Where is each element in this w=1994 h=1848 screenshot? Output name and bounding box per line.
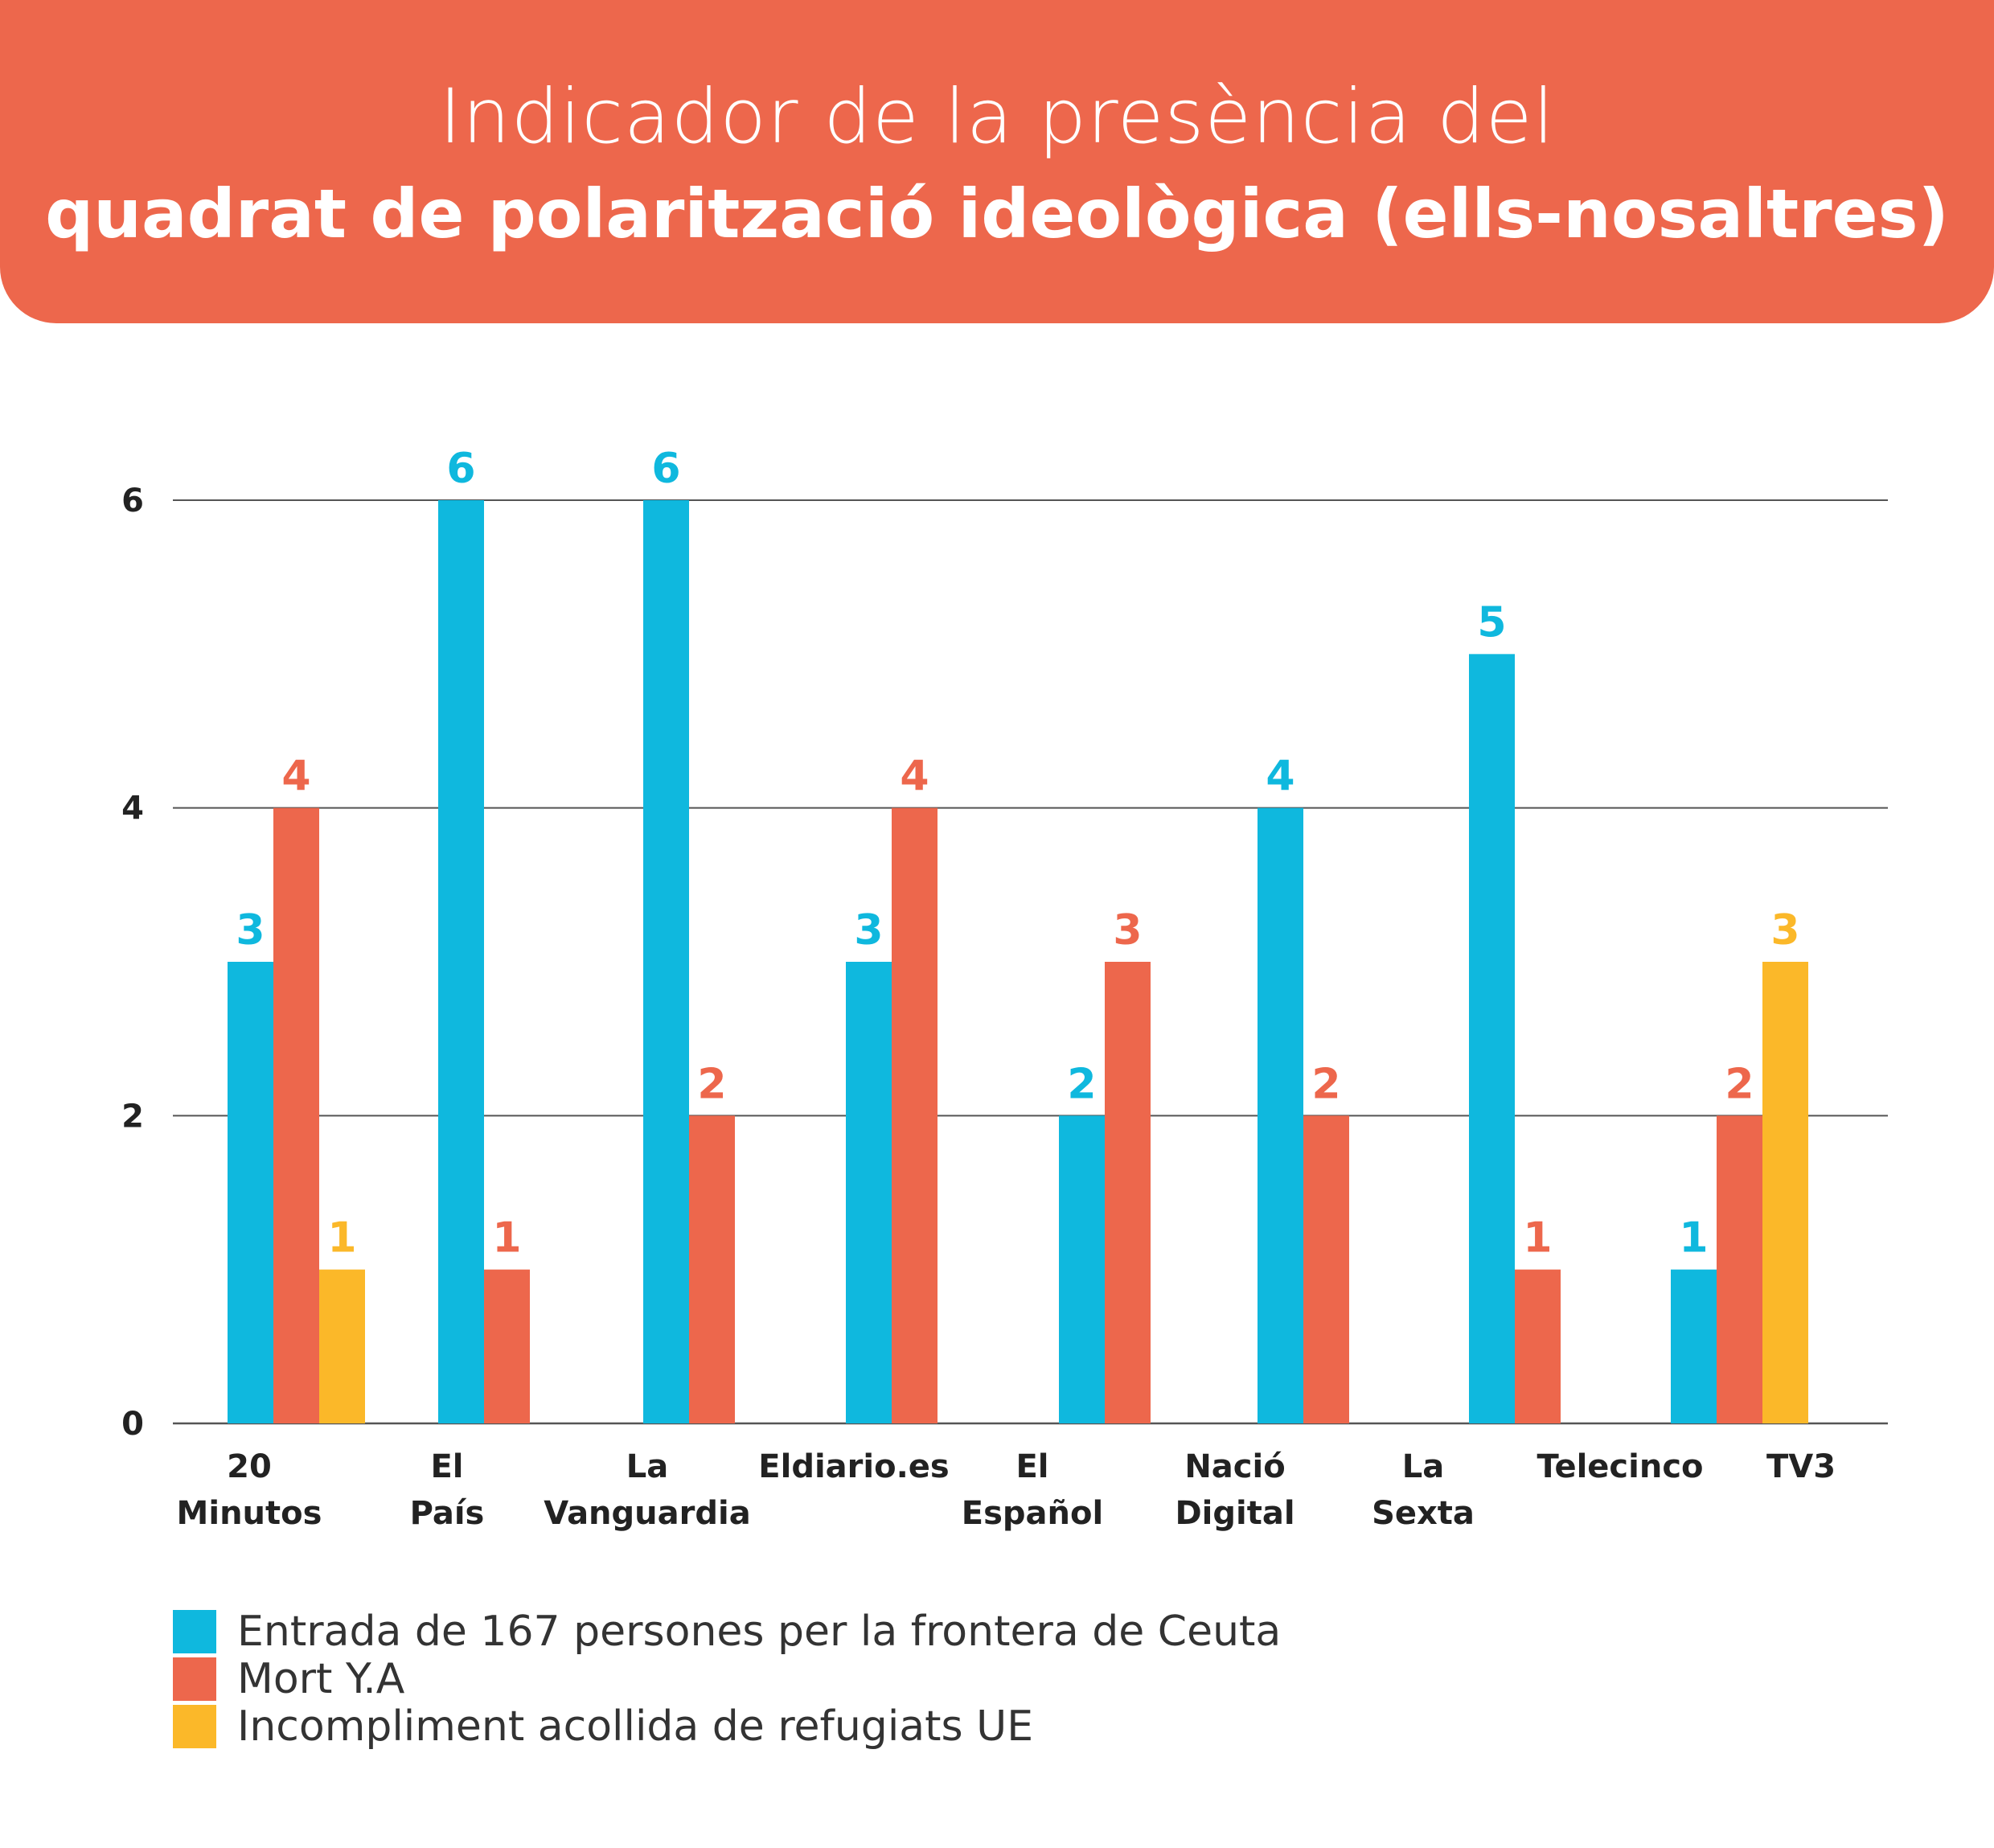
bar <box>1059 1115 1105 1423</box>
data-label: 6 <box>446 445 475 493</box>
data-label: 3 <box>1113 906 1142 955</box>
x-tick-label: Sexta <box>1372 1495 1475 1532</box>
bar <box>1105 962 1151 1423</box>
x-tick-label: El <box>430 1448 463 1485</box>
x-tick-label: La <box>1402 1448 1444 1485</box>
legend-label: Mort Y.A <box>237 1654 405 1703</box>
data-label: 4 <box>1266 753 1294 801</box>
x-tick-label: Eldiario.es <box>758 1448 949 1485</box>
bar <box>689 1115 735 1423</box>
legend-label: Entrada de 167 persones per la frontera … <box>237 1607 1282 1656</box>
bar <box>438 500 484 1423</box>
x-tick-label: 20 <box>227 1448 272 1485</box>
data-label: 3 <box>854 906 883 955</box>
bar <box>1469 654 1515 1423</box>
legend-item-refugiats: Incompliment acollida de refugiats UE <box>173 1702 1281 1751</box>
data-label: 1 <box>492 1214 521 1263</box>
bar <box>228 962 273 1423</box>
data-label: 1 <box>1523 1214 1552 1263</box>
x-tick-label: País <box>410 1495 485 1532</box>
data-label: 2 <box>1311 1060 1340 1108</box>
y-tick-label: 0 <box>121 1406 144 1443</box>
bar <box>1303 1115 1349 1423</box>
bar <box>1515 1269 1561 1423</box>
data-label: 1 <box>1679 1214 1708 1263</box>
x-tick-label: La <box>626 1448 668 1485</box>
bar <box>273 807 319 1423</box>
y-tick-label: 2 <box>121 1098 144 1135</box>
x-tick-label: Digital <box>1175 1495 1294 1532</box>
x-tick-label: Nació <box>1184 1448 1285 1485</box>
bar <box>319 1269 365 1423</box>
data-label: 3 <box>236 906 265 955</box>
bar <box>846 962 892 1423</box>
x-tick-label: El <box>1015 1448 1048 1485</box>
legend-label: Incompliment acollida de refugiats UE <box>237 1702 1034 1751</box>
chart-title-line-1: Indicador de la presència del <box>439 73 1555 161</box>
bar <box>1762 962 1808 1423</box>
x-tick-label: Español <box>962 1495 1103 1532</box>
data-label: 2 <box>697 1060 726 1108</box>
data-label: 3 <box>1770 906 1799 955</box>
legend-swatch-yellow <box>173 1704 216 1748</box>
legend-swatch-blue <box>173 1609 216 1653</box>
y-tick-label: 6 <box>121 483 144 519</box>
chart-legend: Entrada de 167 persones per la frontera … <box>173 1608 1281 1751</box>
legend-item-ceuta: Entrada de 167 persones per la frontera … <box>173 1607 1282 1656</box>
data-label: 2 <box>1067 1060 1096 1108</box>
data-label: 5 <box>1477 598 1506 647</box>
y-tick-label: 4 <box>121 791 144 827</box>
legend-swatch-red <box>173 1657 216 1701</box>
data-label: 4 <box>281 753 310 801</box>
chart-header: Indicador de la presència del quadrat de… <box>0 0 1994 323</box>
legend-item-mort: Mort Y.A <box>173 1654 1281 1703</box>
data-label: 6 <box>651 445 680 493</box>
chart-title-line-2: quadrat de polarització ideològica (ells… <box>45 175 1949 253</box>
x-tick-label: Minutos <box>177 1495 322 1532</box>
x-tick-label: Telecinco <box>1537 1448 1703 1485</box>
bar <box>484 1269 530 1423</box>
data-label: 1 <box>327 1214 356 1263</box>
bar <box>1717 1115 1762 1423</box>
data-label: 4 <box>900 753 929 801</box>
x-tick-label: Vanguardia <box>544 1495 750 1532</box>
x-tick-label: TV3 <box>1766 1448 1836 1485</box>
data-label: 2 <box>1725 1060 1754 1108</box>
bar <box>643 500 689 1423</box>
bar-chart: 0 2 4 6 3 4 1 20 Minutos 6 1 El País 6 2 La Vanguardia 3 4… <box>121 445 1888 1532</box>
bar <box>1671 1269 1717 1423</box>
bar <box>1258 807 1303 1423</box>
bar <box>892 807 938 1423</box>
